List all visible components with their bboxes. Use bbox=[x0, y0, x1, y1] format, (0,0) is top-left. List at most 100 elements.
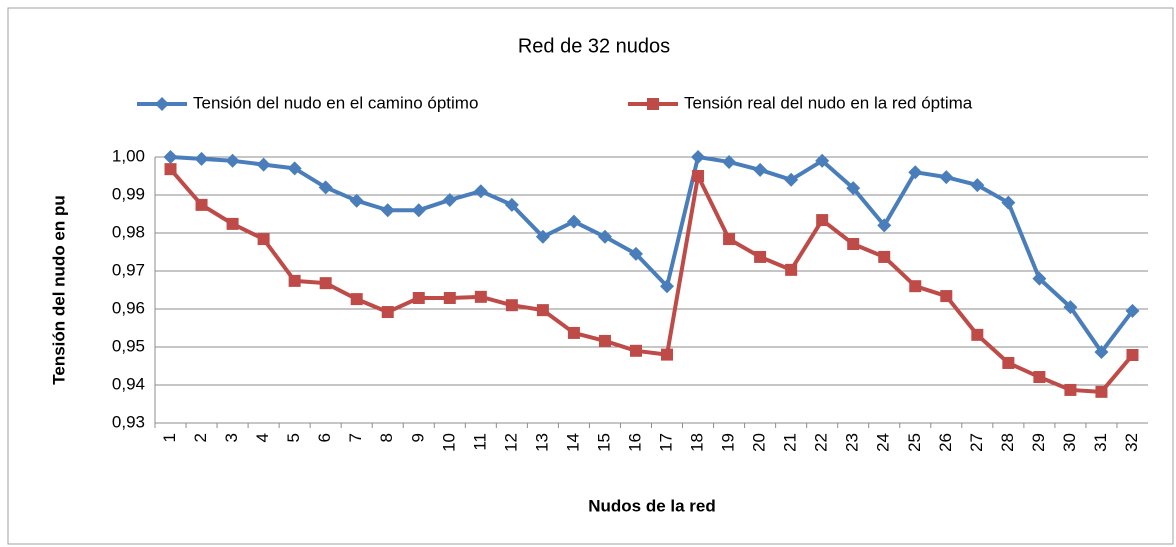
chart-frame bbox=[7, 7, 1174, 545]
x-tick-label: 26 bbox=[936, 433, 955, 452]
x-tick-label: 12 bbox=[501, 433, 520, 452]
data-point bbox=[504, 197, 519, 212]
data-point bbox=[443, 291, 456, 304]
y-tick-label: 0,99 bbox=[112, 184, 145, 203]
data-point bbox=[598, 334, 611, 347]
data-point bbox=[660, 279, 675, 294]
data-point bbox=[288, 274, 301, 287]
chart-title: Red de 32 nudos bbox=[518, 35, 670, 57]
data-point bbox=[878, 250, 891, 263]
x-tick-label: 11 bbox=[470, 433, 489, 451]
y-tick-label: 0,96 bbox=[112, 298, 145, 317]
data-point bbox=[629, 344, 642, 357]
data-point bbox=[257, 233, 270, 246]
legend-label: Tensión del nudo en el camino óptimo bbox=[193, 93, 478, 112]
data-point bbox=[194, 151, 209, 166]
data-point bbox=[846, 181, 861, 196]
data-point bbox=[1032, 271, 1047, 286]
y-axis-title: Tensión del nudo en pu bbox=[49, 195, 68, 385]
data-point bbox=[442, 192, 457, 207]
x-tick-label: 27 bbox=[967, 433, 986, 452]
data-point bbox=[971, 328, 984, 341]
data-point bbox=[1063, 300, 1078, 315]
x-tick-label: 30 bbox=[1060, 433, 1079, 452]
data-point bbox=[722, 154, 737, 169]
data-point bbox=[349, 193, 364, 208]
x-tick-label: 18 bbox=[688, 433, 707, 452]
x-tick-label: 7 bbox=[346, 433, 365, 442]
data-point bbox=[597, 229, 612, 244]
data-point bbox=[847, 238, 860, 251]
data-point bbox=[505, 299, 518, 312]
x-tick-label: 13 bbox=[532, 433, 551, 452]
x-tick-label: 4 bbox=[253, 433, 272, 442]
x-tick-label: 24 bbox=[874, 433, 893, 452]
x-tick-label: 2 bbox=[191, 433, 210, 442]
x-tick-label: 29 bbox=[1029, 433, 1048, 452]
data-point bbox=[380, 203, 395, 218]
data-point bbox=[692, 170, 705, 182]
data-point bbox=[195, 198, 208, 211]
x-tick-label: 3 bbox=[222, 433, 241, 442]
data-point bbox=[1094, 344, 1109, 359]
x-tick-label: 17 bbox=[657, 433, 676, 452]
data-point bbox=[535, 229, 550, 244]
data-point bbox=[381, 306, 394, 319]
data-point bbox=[256, 157, 271, 172]
data-point bbox=[909, 280, 922, 293]
data-point bbox=[908, 165, 923, 180]
data-point bbox=[970, 178, 985, 193]
data-point bbox=[816, 214, 829, 227]
x-tick-label: 31 bbox=[1091, 433, 1110, 452]
data-point bbox=[287, 161, 302, 176]
x-axis-title: Nudos de la red bbox=[588, 496, 716, 515]
x-tick-label: 10 bbox=[439, 433, 458, 452]
x-tick-label: 32 bbox=[1122, 433, 1141, 452]
data-point bbox=[628, 246, 643, 261]
data-point bbox=[474, 290, 487, 303]
data-point bbox=[1001, 195, 1016, 210]
data-point bbox=[784, 172, 799, 187]
y-tick-label: 0,94 bbox=[112, 374, 145, 393]
data-point bbox=[412, 291, 425, 304]
x-tick-label: 5 bbox=[284, 433, 303, 442]
data-point bbox=[1064, 383, 1077, 396]
x-tick-label: 23 bbox=[843, 433, 862, 452]
data-point bbox=[411, 203, 426, 218]
data-point bbox=[1033, 371, 1046, 384]
data-point bbox=[815, 153, 830, 168]
data-point bbox=[164, 163, 177, 176]
data-point bbox=[319, 277, 332, 290]
data-point bbox=[754, 250, 767, 263]
data-point bbox=[877, 218, 892, 233]
data-point bbox=[567, 326, 580, 339]
data-point bbox=[225, 153, 240, 168]
data-point bbox=[1125, 303, 1140, 318]
data-point bbox=[939, 170, 954, 185]
x-tick-label: 15 bbox=[594, 433, 613, 452]
data-point bbox=[226, 217, 239, 230]
data-point bbox=[1002, 356, 1015, 369]
y-tick-label: 0,93 bbox=[112, 412, 145, 431]
x-tick-label: 19 bbox=[719, 433, 738, 452]
legend-marker bbox=[155, 97, 169, 111]
y-tick-label: 1,00 bbox=[112, 146, 145, 165]
legend-label: Tensión real del nudo en la red óptima bbox=[684, 93, 973, 112]
x-tick-label: 28 bbox=[998, 433, 1017, 452]
data-point bbox=[350, 293, 363, 306]
data-point bbox=[940, 290, 953, 303]
legend-marker bbox=[647, 98, 659, 110]
x-tick-label: 8 bbox=[377, 433, 396, 442]
x-tick-label: 1 bbox=[160, 433, 179, 442]
x-tick-label: 25 bbox=[905, 433, 924, 452]
y-tick-label: 0,98 bbox=[112, 222, 145, 241]
data-point bbox=[661, 348, 674, 361]
x-tick-label: 21 bbox=[781, 433, 800, 452]
y-tick-label: 0,95 bbox=[112, 336, 145, 355]
data-point bbox=[785, 263, 798, 276]
x-tick-label: 14 bbox=[563, 433, 582, 452]
x-tick-label: 20 bbox=[750, 433, 769, 452]
data-point bbox=[1126, 348, 1139, 361]
data-point bbox=[318, 180, 333, 195]
